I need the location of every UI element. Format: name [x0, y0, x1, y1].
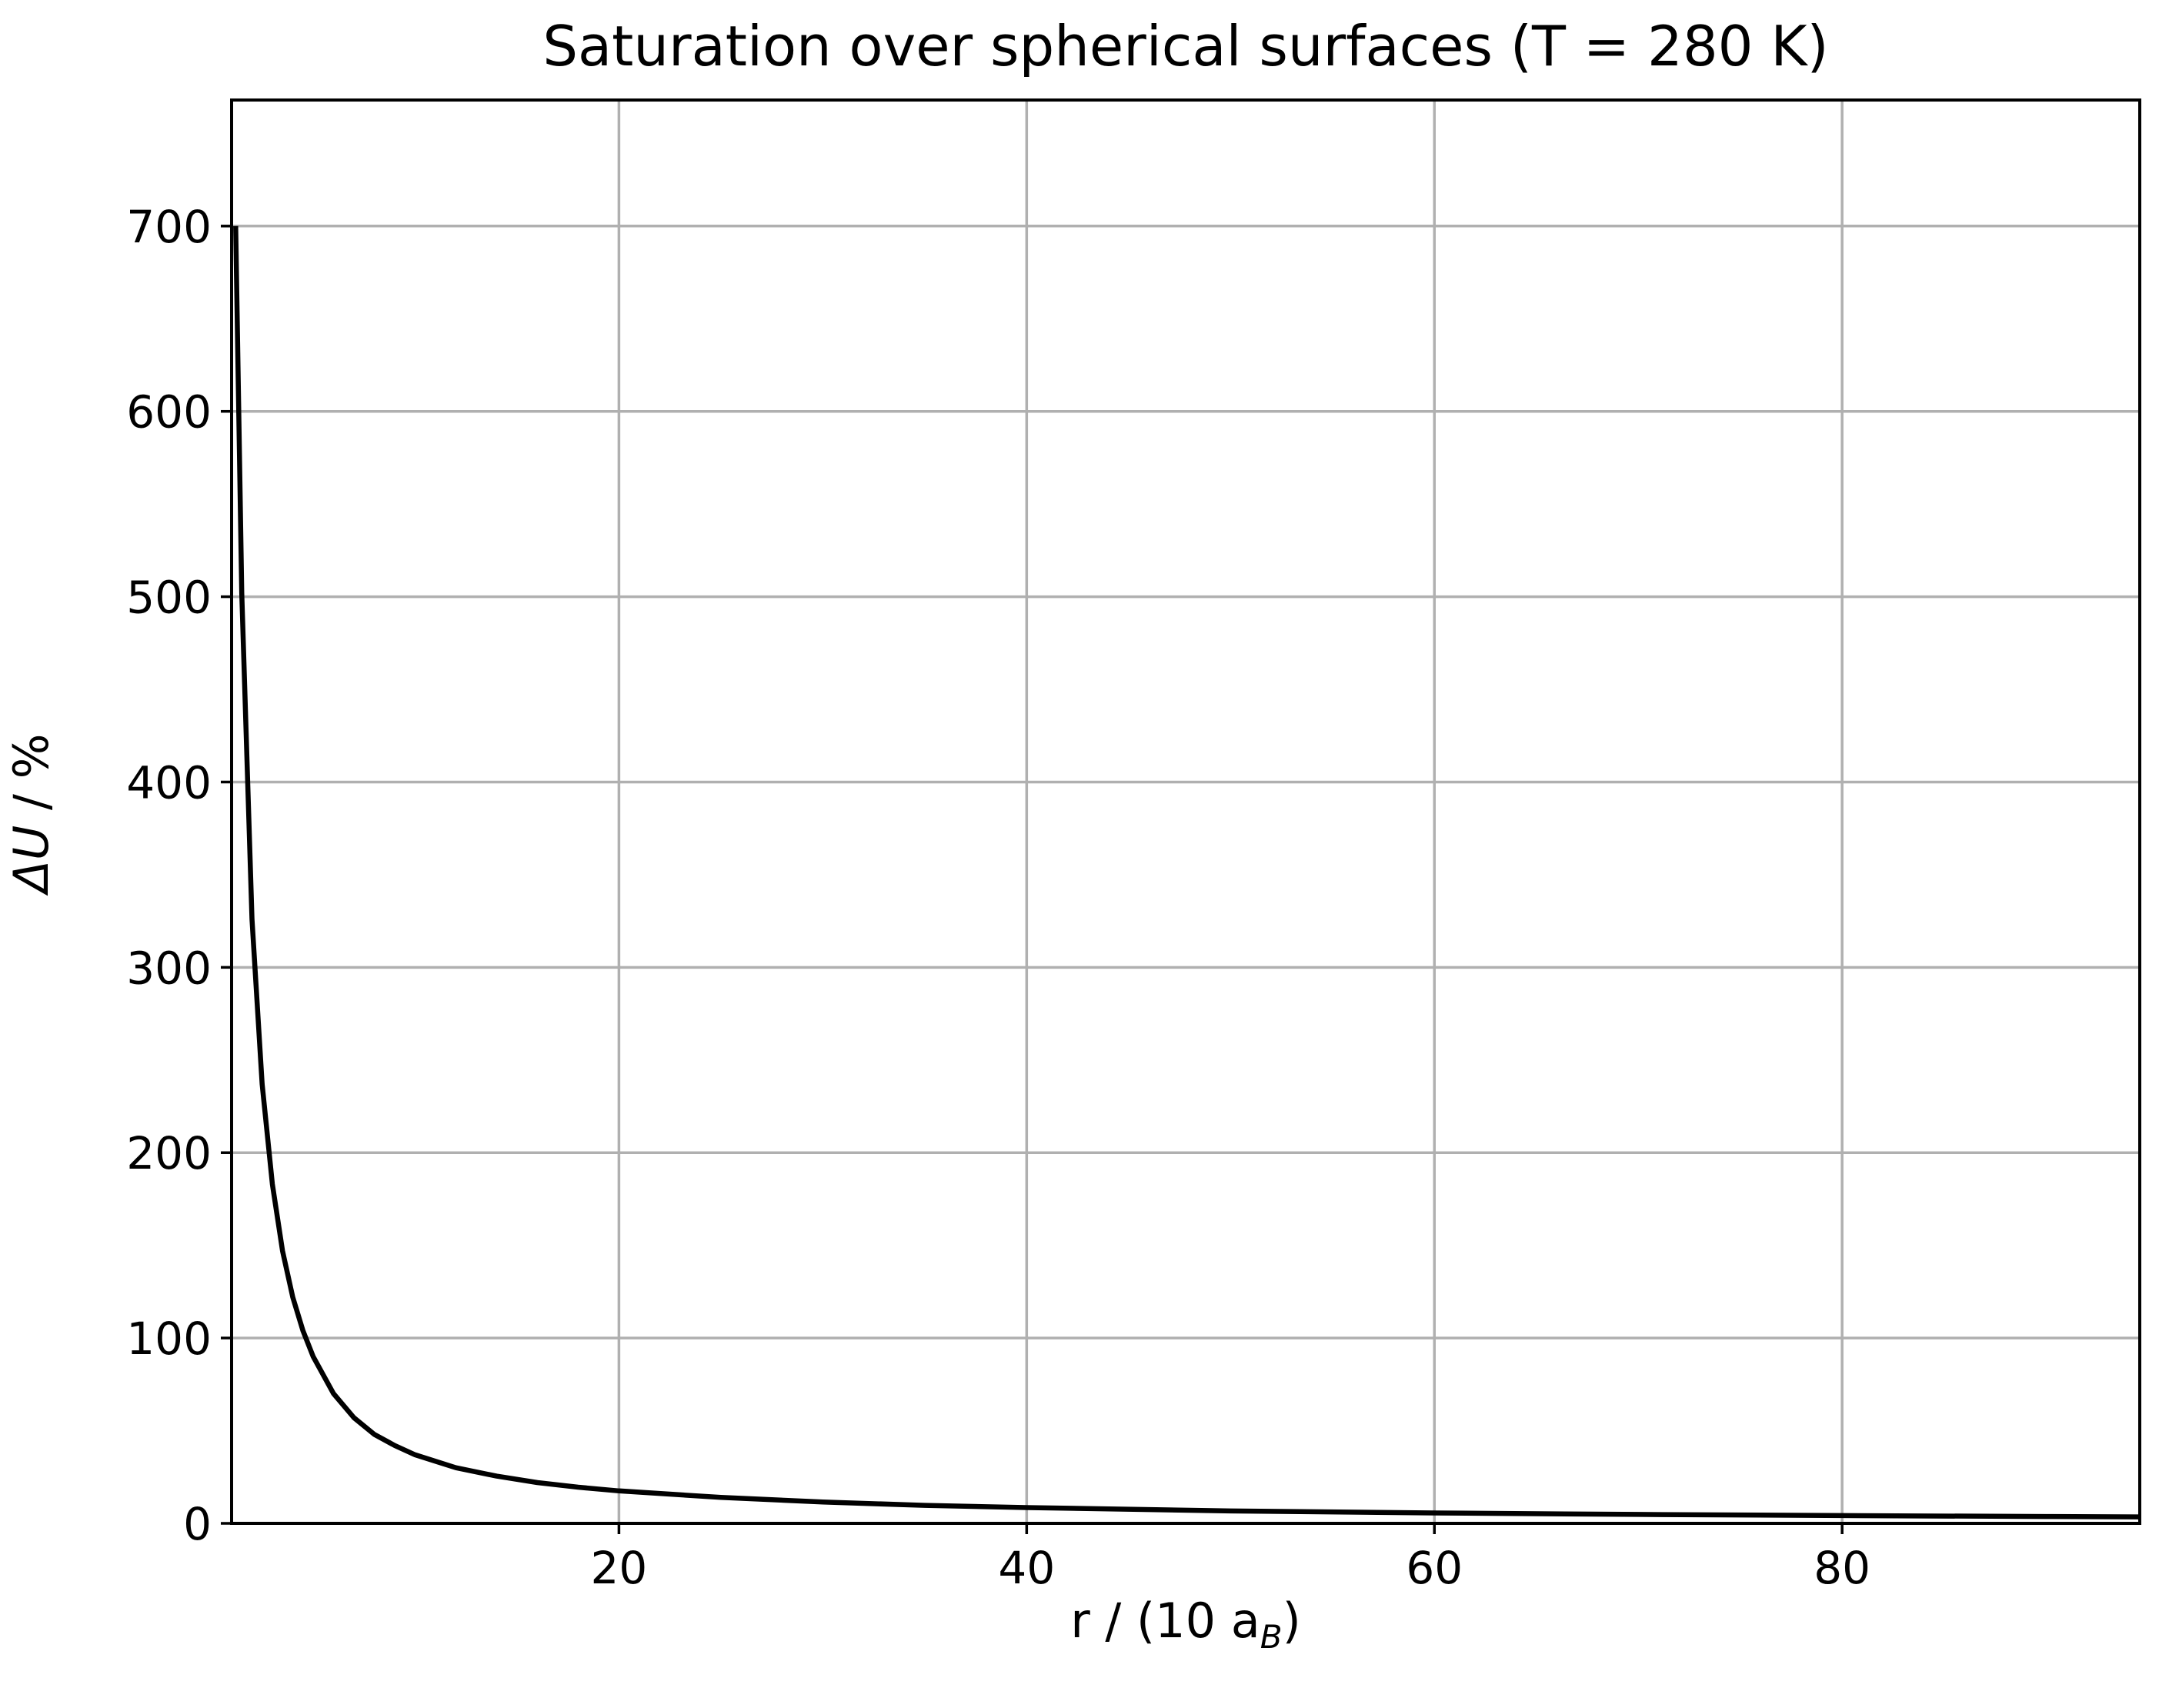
y-axis-label: ΔU / % [3, 733, 59, 896]
x-axis-label: r / (10 aB) [1070, 1593, 1301, 1656]
data-line [233, 225, 2141, 1520]
y-tick-label: 500 [126, 572, 212, 624]
grid [232, 100, 2140, 1523]
y-tick-label: 400 [126, 756, 212, 809]
y-tick-label: 700 [126, 201, 212, 253]
x-tick-label: 80 [1814, 1542, 1870, 1594]
y-tick-label: 300 [126, 942, 212, 994]
x-tick-label: 20 [591, 1542, 648, 1594]
x-tick-label: 40 [998, 1542, 1055, 1594]
y-axis-label-rest: / % [3, 733, 59, 825]
axes-frame [230, 98, 2141, 1525]
y-tick-label: 0 [183, 1498, 212, 1550]
line-series [233, 225, 2141, 1520]
y-tick-label: 100 [126, 1313, 212, 1365]
y-axis-label-symbol: ΔU [3, 826, 59, 896]
y-tick-label: 600 [126, 386, 212, 439]
ticks: 20 40 60 80 0 100 200 300 400 500 600 700 [126, 201, 1870, 1594]
x-axis-label-close: ) [1283, 1593, 1301, 1649]
chart-title: Saturation over spherical surfaces (T = … [542, 14, 1828, 78]
x-axis-label-subscript: B [1260, 1618, 1283, 1656]
y-tick-label: 200 [126, 1127, 212, 1179]
x-axis-label-main: r / (10 a [1070, 1593, 1260, 1649]
x-tick-label: 60 [1406, 1542, 1463, 1594]
